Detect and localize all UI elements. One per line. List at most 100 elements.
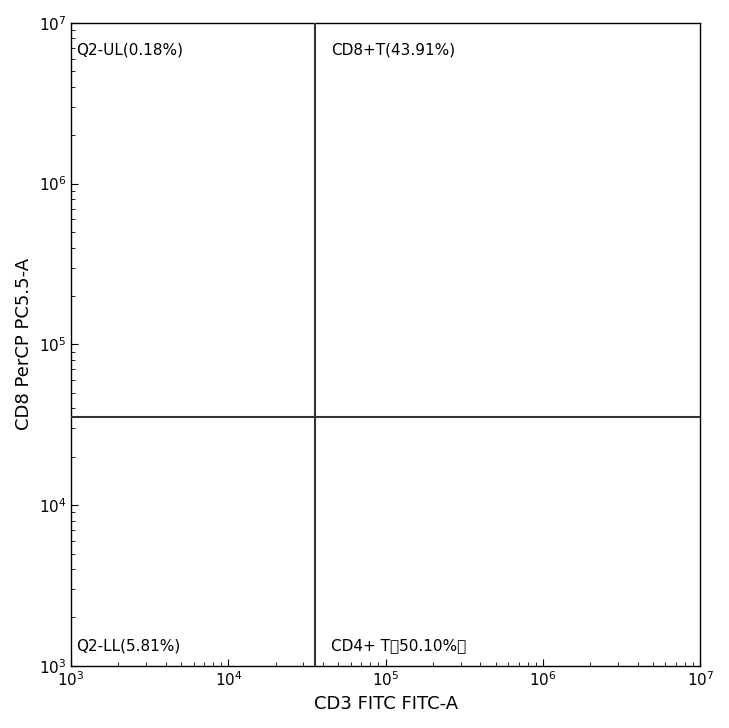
Point	[337, 610, 348, 622]
Point	[426, 328, 437, 339]
Point	[198, 529, 210, 541]
Point	[435, 612, 447, 624]
Point	[170, 549, 182, 561]
Point	[144, 569, 155, 581]
Point	[458, 549, 469, 561]
Point	[393, 323, 405, 335]
Point	[407, 333, 418, 344]
Point	[464, 395, 476, 407]
Point	[413, 332, 424, 344]
Point	[350, 320, 362, 332]
Point	[473, 535, 485, 547]
Point	[182, 529, 193, 540]
Point	[361, 325, 373, 337]
Point	[400, 619, 412, 630]
Point	[475, 340, 487, 352]
Point	[184, 557, 196, 569]
Point	[379, 164, 391, 175]
Point	[278, 432, 289, 444]
Point	[242, 450, 254, 462]
Point	[370, 486, 382, 498]
Point	[240, 479, 252, 491]
Point	[393, 636, 405, 648]
Point	[122, 580, 134, 592]
Point	[484, 598, 496, 609]
Point	[383, 568, 395, 579]
Point	[373, 582, 385, 593]
Point	[335, 546, 346, 558]
Point	[387, 305, 399, 317]
Point	[412, 459, 424, 470]
Point	[433, 624, 445, 636]
Point	[469, 553, 480, 564]
Point	[346, 320, 358, 331]
Point	[332, 545, 343, 557]
Point	[405, 543, 416, 555]
Point	[378, 346, 389, 357]
Point	[397, 334, 408, 346]
Point	[391, 582, 402, 594]
Point	[434, 579, 445, 591]
Point	[371, 320, 383, 332]
Point	[407, 336, 418, 347]
Point	[424, 384, 436, 396]
Point	[223, 494, 235, 506]
Point	[271, 462, 283, 473]
Point	[375, 362, 387, 373]
Point	[374, 376, 386, 387]
Point	[436, 323, 448, 335]
Point	[475, 349, 487, 361]
Point	[404, 519, 416, 531]
Point	[336, 556, 348, 568]
Point	[424, 350, 436, 362]
Point	[387, 309, 399, 321]
Point	[363, 304, 375, 315]
Point	[87, 606, 98, 617]
Point	[451, 533, 462, 545]
Point	[338, 574, 350, 585]
Point	[377, 646, 389, 657]
Point	[139, 561, 150, 572]
Point	[432, 334, 444, 346]
Point	[397, 373, 409, 384]
Point	[399, 310, 410, 322]
Point	[389, 537, 401, 549]
Point	[418, 577, 430, 588]
Point	[356, 269, 367, 281]
Point	[412, 559, 424, 571]
Point	[330, 255, 341, 266]
Point	[324, 537, 336, 549]
Point	[404, 359, 416, 371]
Point	[370, 297, 381, 309]
Point	[372, 641, 383, 653]
Point	[424, 334, 436, 346]
Point	[499, 591, 511, 603]
Point	[222, 516, 233, 528]
Point	[487, 566, 499, 577]
Point	[359, 605, 370, 617]
Point	[373, 332, 385, 344]
Point	[454, 599, 466, 611]
Point	[141, 590, 152, 602]
Point	[346, 539, 358, 551]
Point	[310, 623, 321, 635]
Point	[170, 574, 182, 586]
Point	[313, 489, 325, 501]
Point	[477, 596, 488, 607]
Point	[377, 527, 389, 539]
Point	[360, 343, 372, 355]
Point	[405, 341, 416, 352]
Point	[374, 371, 386, 382]
Point	[389, 300, 401, 312]
Point	[483, 323, 494, 334]
Point	[371, 320, 383, 331]
Point	[280, 467, 292, 478]
Point	[363, 396, 375, 408]
Point	[413, 384, 425, 396]
Point	[101, 632, 112, 644]
Point	[424, 301, 436, 312]
Point	[182, 548, 193, 560]
Point	[378, 325, 390, 337]
Point	[495, 269, 507, 280]
Point	[392, 589, 404, 601]
